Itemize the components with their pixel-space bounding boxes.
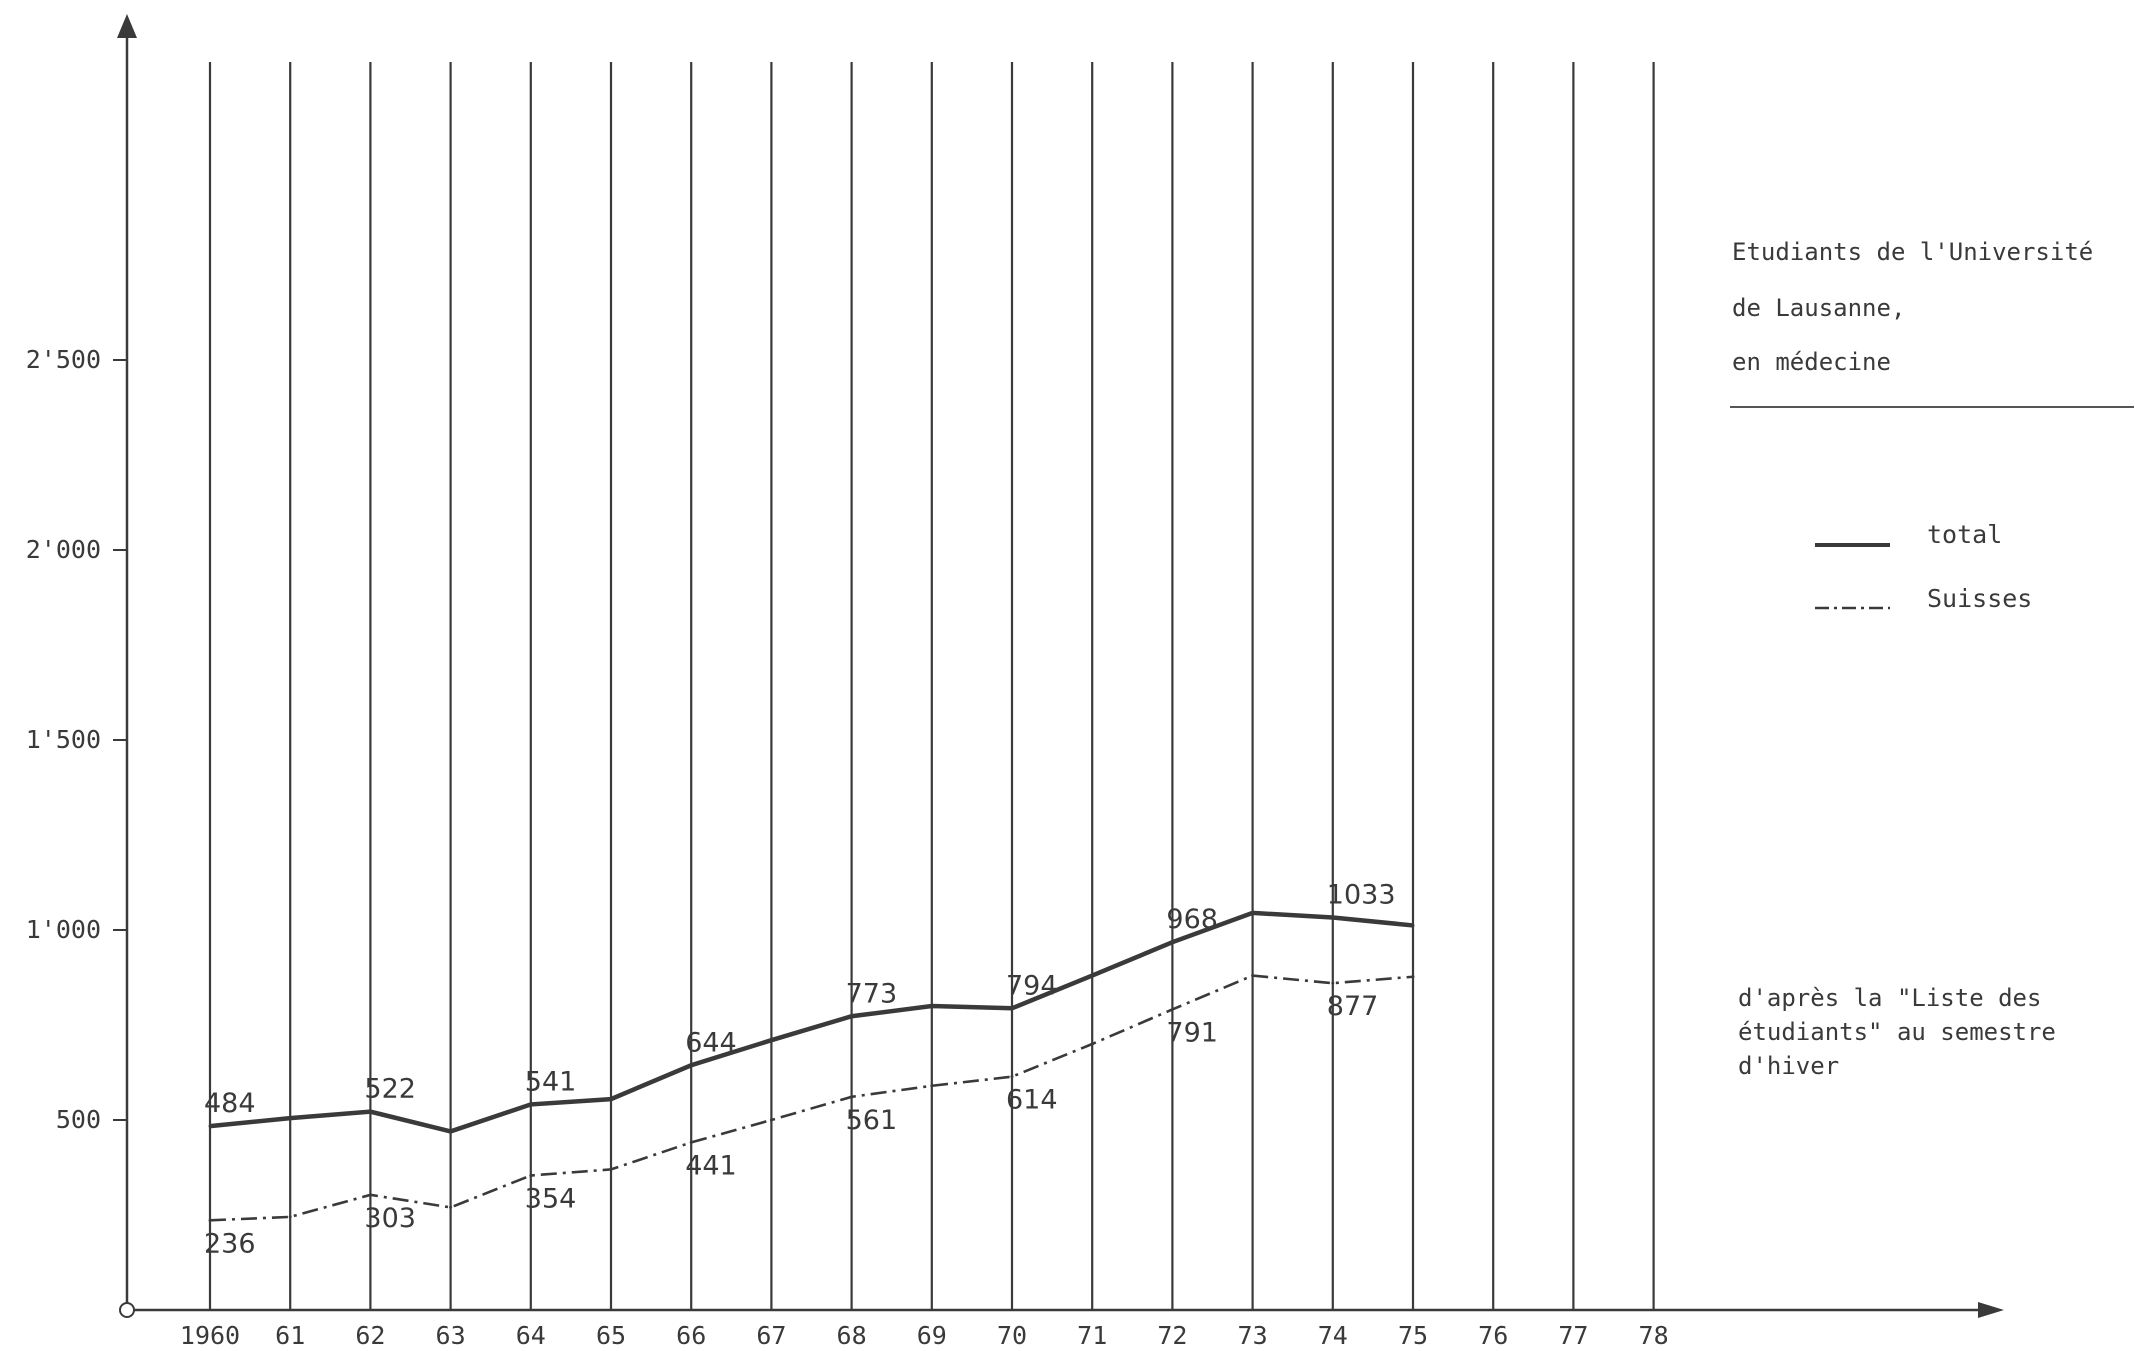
x-tick-label: 67	[756, 1321, 786, 1350]
title-underline	[1730, 406, 2134, 408]
data-point-suisses	[1170, 1007, 1174, 1011]
data-point-suisses	[1010, 1075, 1014, 1079]
data-point-suisses	[529, 1173, 533, 1177]
data-point-suisses	[1331, 981, 1335, 985]
y-tick-label: 2'000	[26, 535, 101, 564]
data-label-suisses: 791	[1166, 1017, 1218, 1048]
source-line-1: d'après la "Liste des	[1738, 984, 2042, 1012]
x-axis-arrow-icon	[1978, 1302, 2004, 1318]
data-labels: 484 522 541 644 773 794 968 1033 236 303 354 441 561…	[204, 879, 1396, 1259]
data-point-total	[288, 1116, 292, 1120]
data-label-suisses: 441	[685, 1150, 737, 1181]
legend-label-suisses: Suisses	[1927, 584, 2033, 613]
x-tick-label: 72	[1157, 1321, 1187, 1350]
data-point-suisses	[609, 1167, 613, 1171]
data-point-total	[1090, 974, 1094, 978]
vertical-gridlines	[208, 62, 1655, 1310]
x-tick-label: 70	[997, 1321, 1027, 1350]
data-point-suisses	[769, 1118, 773, 1122]
data-point-suisses	[449, 1205, 453, 1209]
y-tick-label: 1'000	[26, 915, 101, 944]
data-point-suisses	[368, 1193, 372, 1197]
x-tick-label: 77	[1558, 1321, 1588, 1350]
y-tick-label: 500	[56, 1105, 101, 1134]
data-label-total: 773	[846, 978, 898, 1009]
data-point-total	[769, 1038, 773, 1042]
source-line-3: d'hiver	[1738, 1052, 1840, 1080]
data-label-total: 1033	[1327, 879, 1396, 910]
data-point-total	[930, 1004, 934, 1008]
x-tick-label: 71	[1077, 1321, 1107, 1350]
x-tick-label: 74	[1318, 1321, 1348, 1350]
x-tick-label: 66	[676, 1321, 706, 1350]
data-label-suisses: 354	[525, 1183, 577, 1214]
data-point-total	[1170, 940, 1174, 944]
legend-swatches	[1815, 543, 1890, 610]
data-point-total	[529, 1102, 533, 1106]
data-point-total	[850, 1014, 854, 1018]
data-point-total	[1331, 915, 1335, 919]
data-point-suisses	[930, 1084, 934, 1088]
data-point-suisses	[208, 1218, 212, 1222]
data-label-suisses: 561	[846, 1105, 898, 1136]
data-point-total	[368, 1110, 372, 1114]
legend-label-total: total	[1927, 520, 2003, 549]
data-point-total	[1010, 1006, 1014, 1010]
x-tick-label: 68	[837, 1321, 867, 1350]
x-tick-label: 76	[1478, 1321, 1508, 1350]
y-axis-arrow-icon	[117, 14, 137, 38]
y-tick-label: 2'500	[26, 345, 101, 374]
data-point-suisses	[850, 1095, 854, 1099]
data-point-total	[1411, 923, 1415, 927]
data-label-total: 484	[204, 1088, 256, 1119]
data-point-suisses	[1411, 975, 1415, 979]
data-label-suisses: 877	[1327, 991, 1379, 1022]
data-label-total: 644	[685, 1027, 737, 1058]
data-label-total: 541	[525, 1066, 577, 1097]
x-tick-label: 62	[355, 1321, 385, 1350]
data-label-suisses: 303	[364, 1203, 416, 1234]
x-tick-label: 64	[516, 1321, 546, 1350]
data-point-total	[609, 1097, 613, 1101]
data-label-suisses: 236	[204, 1228, 256, 1259]
series-lines	[208, 910, 1415, 1222]
data-point-suisses	[1251, 974, 1255, 978]
x-tick-label: 69	[917, 1321, 947, 1350]
chart-title-line-2: de Lausanne,	[1732, 294, 1906, 322]
data-label-suisses: 614	[1006, 1085, 1058, 1116]
series-line-total	[209, 910, 1414, 1134]
x-tick-label: 78	[1639, 1321, 1669, 1350]
x-tick-label: 65	[596, 1321, 626, 1350]
chart-title-line-1: Etudiants de l'Université	[1732, 238, 2094, 266]
data-point-suisses	[1090, 1042, 1094, 1046]
data-label-total: 522	[364, 1074, 416, 1105]
data-point-total	[449, 1129, 453, 1133]
data-point-total	[1251, 911, 1255, 915]
data-point-suisses	[288, 1215, 292, 1219]
axes: 1960 61 62 63 64 65 66 67 68 69 70 71 72 73 74 75 76 77 78…	[26, 14, 2004, 1350]
x-tick-label: 61	[275, 1321, 305, 1350]
y-tick-label: 1'500	[26, 725, 101, 754]
data-point-total	[689, 1063, 693, 1067]
chart-title-line-3: en médecine	[1732, 348, 1891, 376]
x-tick-label: 63	[436, 1321, 466, 1350]
source-line-2: étudiants" au semestre	[1738, 1018, 2056, 1046]
x-tick-label: 73	[1238, 1321, 1268, 1350]
origin-marker	[119, 1302, 135, 1318]
data-point-total	[208, 1124, 212, 1128]
series-line-suisses	[209, 974, 1414, 1222]
data-label-total: 794	[1006, 970, 1058, 1001]
x-tick-label: 1960	[180, 1321, 240, 1350]
data-label-total: 968	[1166, 904, 1218, 935]
x-tick-label: 75	[1398, 1321, 1428, 1350]
data-point-suisses	[689, 1140, 693, 1144]
